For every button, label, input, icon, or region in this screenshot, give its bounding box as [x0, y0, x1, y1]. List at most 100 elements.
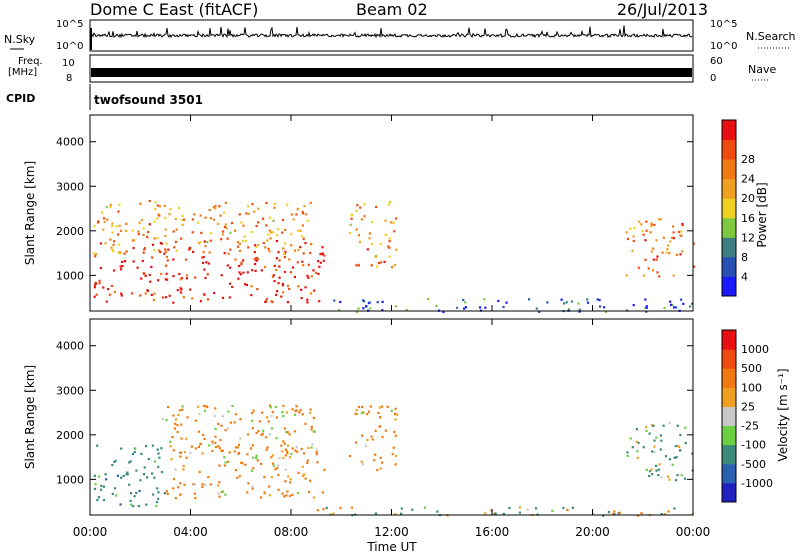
data-cell — [647, 267, 650, 270]
data-cell — [142, 272, 145, 275]
data-cell — [299, 229, 302, 232]
data-cell — [201, 483, 204, 486]
colorbar-segment — [722, 198, 736, 219]
data-cell — [92, 252, 95, 255]
data-cell — [310, 428, 313, 431]
data-cell — [660, 513, 663, 516]
data-cell — [208, 209, 211, 212]
data-cell — [251, 487, 254, 490]
data-cell — [164, 278, 167, 281]
data-cell — [333, 299, 336, 302]
data-cell — [652, 258, 655, 261]
data-cell — [271, 411, 274, 414]
data-cell — [128, 483, 131, 486]
data-cell — [101, 211, 104, 214]
data-cell — [207, 262, 210, 265]
data-cell — [257, 243, 260, 247]
data-cell — [270, 456, 273, 459]
data-cell — [255, 259, 258, 262]
data-cell — [653, 223, 656, 226]
data-cell — [672, 225, 675, 228]
data-cell — [157, 279, 160, 282]
data-cell — [317, 260, 320, 263]
data-cell — [271, 454, 275, 457]
data-cell — [164, 248, 167, 251]
data-cell — [284, 468, 287, 471]
data-cell — [173, 246, 176, 249]
data-cell — [592, 512, 595, 515]
data-cell — [126, 473, 129, 476]
freq-label-line1: Freq. — [18, 56, 43, 67]
data-cell — [155, 505, 158, 508]
data-cell — [191, 297, 194, 300]
data-cell — [281, 219, 285, 222]
data-cell — [206, 241, 209, 244]
data-cell — [260, 269, 263, 272]
data-cell — [194, 497, 197, 500]
data-cell — [137, 233, 140, 236]
data-cell — [309, 408, 312, 411]
data-cell — [120, 476, 123, 479]
data-cell — [180, 219, 183, 222]
data-cell — [296, 261, 299, 264]
data-cell — [102, 498, 106, 502]
data-cell — [98, 282, 101, 285]
data-cell — [224, 429, 227, 432]
data-cell — [283, 427, 287, 430]
data-cell — [157, 452, 160, 455]
data-cell — [393, 230, 396, 233]
data-cell — [166, 259, 169, 262]
data-cell — [368, 232, 371, 235]
data-cell — [206, 298, 209, 301]
data-cell — [394, 513, 397, 516]
data-cell — [291, 493, 294, 496]
data-cell — [355, 412, 359, 415]
data-cell — [526, 508, 529, 511]
data-cell — [309, 411, 312, 414]
data-cell — [293, 413, 297, 416]
data-cell — [103, 220, 106, 224]
data-cell — [229, 248, 232, 251]
data-cell — [214, 207, 217, 210]
data-cell — [175, 228, 178, 231]
colorbar-segment — [722, 368, 736, 388]
data-cell — [640, 223, 643, 226]
data-cell — [338, 309, 341, 312]
data-cell — [181, 405, 184, 408]
nsearch-label: N.Search — [746, 30, 796, 43]
data-cell — [568, 308, 571, 311]
data-cell — [277, 282, 280, 285]
data-cell — [226, 264, 229, 267]
data-cell — [642, 446, 645, 449]
data-cell — [394, 407, 397, 410]
data-cell — [185, 437, 188, 440]
data-cell — [151, 243, 155, 246]
data-cell — [182, 296, 185, 299]
data-cell — [394, 434, 397, 437]
data-cell — [203, 293, 206, 296]
data-cell — [691, 452, 694, 455]
data-cell — [651, 424, 654, 427]
data-cell — [260, 462, 263, 465]
data-cell — [395, 248, 398, 251]
data-cell — [296, 229, 300, 232]
data-cell — [146, 235, 149, 239]
data-cell — [390, 409, 393, 412]
data-cell — [672, 231, 675, 234]
power-scatter — [92, 199, 696, 314]
data-cell — [188, 246, 191, 249]
data-cell — [255, 431, 258, 435]
data-cell — [483, 298, 486, 301]
data-cell — [275, 293, 278, 296]
data-cell — [155, 501, 159, 504]
data-cell — [339, 300, 342, 304]
data-cell — [121, 265, 124, 268]
y-tick-label: 3000 — [56, 180, 84, 193]
data-cell — [239, 418, 242, 421]
velocity-colorbar-tick: 100 — [741, 381, 762, 394]
power-colorbar-tick: 28 — [741, 153, 755, 166]
colorbar-segment — [722, 444, 736, 465]
data-cell — [653, 445, 656, 448]
data-cell — [645, 305, 648, 308]
data-cell — [144, 274, 147, 278]
